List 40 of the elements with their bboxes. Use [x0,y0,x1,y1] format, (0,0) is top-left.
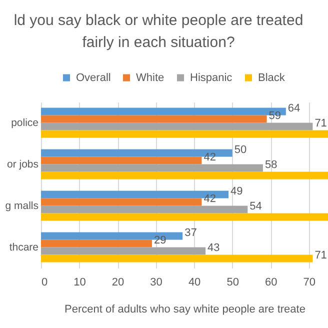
x-tick-label: 20 [112,276,124,288]
bar [41,206,248,214]
bar [41,130,328,138]
bar [41,247,206,255]
data-label: 43 [208,242,220,254]
bar [41,164,263,172]
bar [41,172,328,180]
legend-label: Hispanic [190,72,233,84]
x-tick-label: 50 [226,276,239,288]
data-label: 49 [230,186,243,198]
x-tick-label: 40 [188,276,201,288]
x-tick-label: 60 [264,276,278,288]
legend-label: Overall [76,72,111,84]
x-tick-label: 0 [42,276,48,288]
x-axis-title: Percent of adults who say white people are treate [64,304,306,316]
legend-label: Black [258,72,286,84]
legend-label: White [136,72,164,84]
data-label: 54 [250,200,262,212]
y-tick-label: or jobs [6,158,38,170]
data-label: 71 [314,117,327,130]
bar [41,254,313,262]
data-label: 71 [314,249,327,262]
bar [41,213,328,221]
bar [41,240,152,248]
text: fairly in each situation? [82,34,235,51]
data-label: 37 [184,227,197,240]
y-tick-label: police [11,116,39,129]
data-label: 64 [288,102,300,115]
x-tick-label: 10 [74,276,86,288]
y-tick-label: thcare [9,241,39,254]
y-tick-label: g malls [5,200,38,212]
bar [41,115,267,123]
text: ld you say black or white people are treated [14,12,304,29]
bar [41,156,202,164]
bar [41,122,313,130]
x-tick-label: 30 [150,276,162,288]
data-label: 50 [234,144,247,156]
bar [41,198,202,206]
x-tick-label: 70 [303,276,316,288]
data-label: 58 [264,158,278,171]
